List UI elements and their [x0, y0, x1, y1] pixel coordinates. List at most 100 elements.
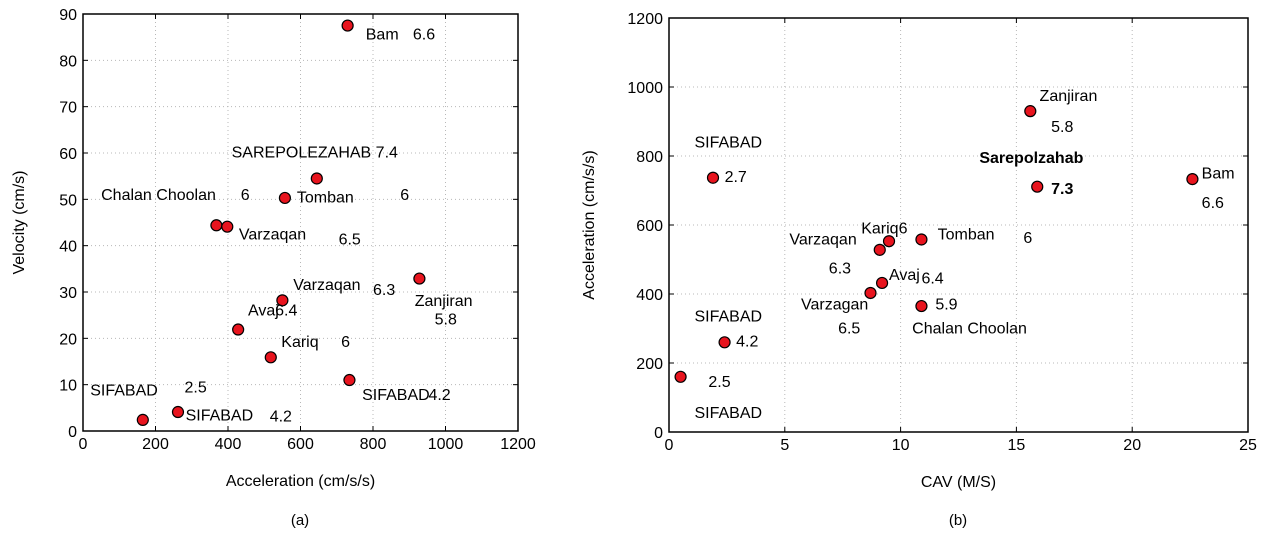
x-tick-label-a-6: 1200	[500, 436, 536, 453]
point-label-a-14: 6.4	[275, 303, 297, 320]
y-tick-label-a-7: 70	[59, 100, 77, 117]
point-label-a-22: 4.2	[270, 409, 292, 426]
y-tick-label-a-2: 20	[59, 331, 77, 348]
x-tick-label-b-2: 10	[892, 437, 910, 454]
x-tick-label-a-5: 1000	[428, 436, 464, 453]
point-label-b-4: Sarepolzahab	[979, 150, 1083, 167]
x-tick-label-b-0: 0	[665, 437, 674, 454]
panel-caption-a: (a)	[291, 512, 309, 529]
y-tick-label-b-0: 0	[654, 425, 663, 442]
point-label-b-8: Kariq6	[861, 221, 907, 238]
y-tick-label-b-1: 200	[636, 356, 663, 373]
data-point-a-9	[343, 373, 356, 387]
y-tick-label-a-4: 40	[59, 239, 77, 256]
data-point-b-3	[706, 171, 720, 184]
y-tick-label-a-6: 60	[59, 146, 77, 163]
x-tick-label-a-2: 400	[215, 436, 242, 453]
point-label-a-12: 5.8	[435, 311, 457, 328]
point-label-a-4: 6	[241, 187, 250, 204]
data-point-a-8	[264, 351, 277, 364]
point-label-a-11: Zanjiran	[415, 293, 473, 310]
y-axis-label-a: Velocity (cm/s)	[11, 170, 28, 274]
data-point-a-7	[232, 323, 245, 336]
point-label-b-7: 2.7	[725, 169, 747, 186]
point-label-a-8: 6.5	[339, 231, 361, 248]
x-tick-label-a-3: 600	[287, 436, 314, 453]
data-point-a-2	[278, 191, 292, 205]
point-label-a-1: 6.6	[413, 26, 435, 43]
x-tick-label-b-3: 15	[1008, 437, 1026, 454]
point-label-a-16: 6	[341, 334, 350, 351]
data-point-b-7	[875, 276, 889, 290]
point-label-b-6: SIFABAD	[694, 134, 762, 151]
point-label-b-20: 4.2	[736, 333, 758, 350]
point-label-a-6: 6	[400, 187, 409, 204]
data-point-b-11	[674, 370, 687, 383]
point-label-a-3: Chalan Choolan	[101, 187, 216, 204]
data-point-b-6	[873, 243, 886, 256]
data-point-a-5	[276, 294, 289, 307]
point-label-a-0: Bam	[366, 26, 399, 43]
data-point-a-6	[413, 272, 426, 285]
y-tick-label-a-5: 50	[59, 192, 77, 209]
point-label-a-18: 4.2	[428, 387, 450, 404]
point-label-b-10: 6	[1023, 230, 1032, 247]
point-label-a-21: SIFABAD	[186, 407, 254, 424]
y-tick-label-b-2: 400	[636, 287, 663, 304]
point-label-a-5: Tomban	[297, 190, 354, 207]
y-tick-label-a-1: 10	[59, 378, 77, 395]
data-point-a-11	[171, 405, 185, 419]
point-label-b-22: SIFABAD	[694, 405, 762, 422]
point-label-b-15: Varzagan	[801, 297, 868, 314]
point-label-a-2: SAREPOLEZAHAB 7.4	[232, 145, 398, 162]
x-axis-label-a: Acceleration (cm/s/s)	[226, 473, 375, 490]
data-point-b-10	[718, 336, 731, 349]
x-tick-label-b-4: 20	[1123, 437, 1141, 454]
point-label-b-3: 6.6	[1202, 195, 1224, 212]
data-point-a-4	[221, 220, 234, 233]
point-label-a-17: SIFABAD	[362, 387, 430, 404]
data-point-b-2	[1031, 180, 1044, 193]
x-tick-label-b-5: 25	[1239, 437, 1257, 454]
x-axis-label-b: CAV (M/S)	[921, 474, 996, 491]
point-label-b-11: Varzaqan	[789, 232, 856, 249]
point-label-a-15: Kariq	[281, 334, 318, 351]
point-label-b-21: 2.5	[708, 374, 730, 391]
point-label-b-2: Bam	[1202, 165, 1235, 182]
x-tick-label-a-4: 800	[360, 436, 387, 453]
point-label-a-20: 2.5	[185, 380, 207, 397]
point-label-b-12: 6.3	[829, 260, 851, 277]
y-axis-label-b: Acceleration (cm/s/s)	[581, 150, 598, 299]
data-point-a-0	[341, 19, 354, 32]
point-label-b-5: 7.3	[1051, 181, 1073, 198]
y-tick-label-a-9: 90	[59, 7, 77, 24]
point-label-b-14: 6.4	[921, 271, 943, 288]
data-point-a-3	[210, 219, 223, 232]
point-label-b-0: Zanjiran	[1040, 88, 1098, 105]
y-tick-label-b-5: 1000	[627, 80, 663, 97]
panel-caption-b: (b)	[949, 512, 967, 529]
y-tick-label-a-3: 30	[59, 285, 77, 302]
point-label-a-13: Avaj	[248, 303, 279, 320]
point-label-b-13: Avaj	[889, 267, 920, 284]
x-tick-label-b-1: 5	[780, 437, 789, 454]
data-point-b-1	[1186, 173, 1199, 186]
x-tick-label-a-0: 0	[79, 436, 88, 453]
point-label-b-16: 6.5	[838, 321, 860, 338]
data-point-b-5	[882, 235, 896, 248]
point-label-b-19: SIFABAD	[694, 309, 762, 326]
data-point-b-0	[1024, 105, 1037, 118]
point-label-a-19: SIFABAD	[90, 382, 158, 399]
point-label-a-7: Varzaqan	[239, 227, 306, 244]
y-tick-label-b-6: 1200	[627, 11, 663, 28]
data-point-b-9	[915, 299, 928, 313]
y-tick-label-b-3: 600	[636, 218, 663, 235]
point-label-a-10: 6.3	[373, 282, 395, 299]
y-tick-label-a-0: 0	[68, 424, 77, 441]
point-label-a-9: Varzaqan	[293, 277, 360, 294]
y-tick-label-a-8: 80	[59, 53, 77, 70]
point-label-b-18: Chalan Choolan	[912, 321, 1027, 338]
data-point-a-10	[136, 413, 149, 426]
point-label-b-17: 5.9	[935, 297, 957, 314]
point-label-b-9: Tomban	[938, 226, 995, 243]
